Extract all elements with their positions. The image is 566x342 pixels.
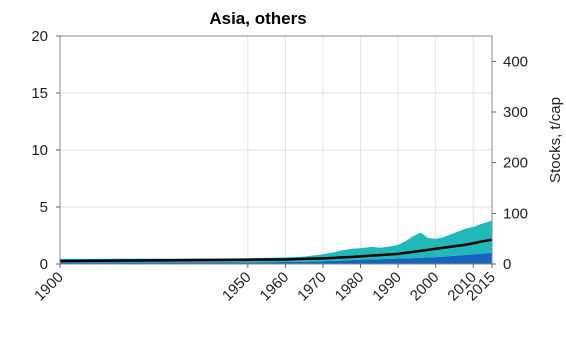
left-y-tick-label: 15 <box>31 85 48 102</box>
right-y-tick-label: 300 <box>503 104 528 121</box>
left-y-tick-label: 20 <box>31 28 48 45</box>
chart-title: Asia, others <box>209 9 306 28</box>
grid <box>59 35 493 265</box>
left-y-tick-label: 0 <box>40 256 48 273</box>
area-series-1 <box>60 220 492 263</box>
right-y-tick-label: 200 <box>503 155 528 172</box>
left-y-tick-label: 5 <box>40 199 48 216</box>
x-tick-label: 1960 <box>257 269 293 305</box>
right-y-axis-label: Stocks, t/cap <box>547 97 564 183</box>
x-tick-label: 1900 <box>31 269 67 305</box>
left-y-axis: 0 5 10 15 20 <box>31 28 60 273</box>
right-y-axis: 0 100 200 300 400 <box>492 53 528 273</box>
line-series-0 <box>59 238 493 263</box>
x-tick-label: 1950 <box>219 269 255 305</box>
x-tick-label: 1970 <box>294 269 330 305</box>
right-y-tick-label: 0 <box>503 256 511 273</box>
right-y-tick-label: 400 <box>503 53 528 70</box>
x-tick-label: 1980 <box>332 269 368 305</box>
line-series <box>59 238 493 263</box>
x-tick-label: 2000 <box>407 269 443 305</box>
area-series <box>60 220 492 264</box>
area-series-0 <box>60 252 492 264</box>
x-tick-label: 1990 <box>369 269 405 305</box>
right-y-tick-label: 100 <box>503 205 528 222</box>
left-y-tick-label: 10 <box>31 142 48 159</box>
